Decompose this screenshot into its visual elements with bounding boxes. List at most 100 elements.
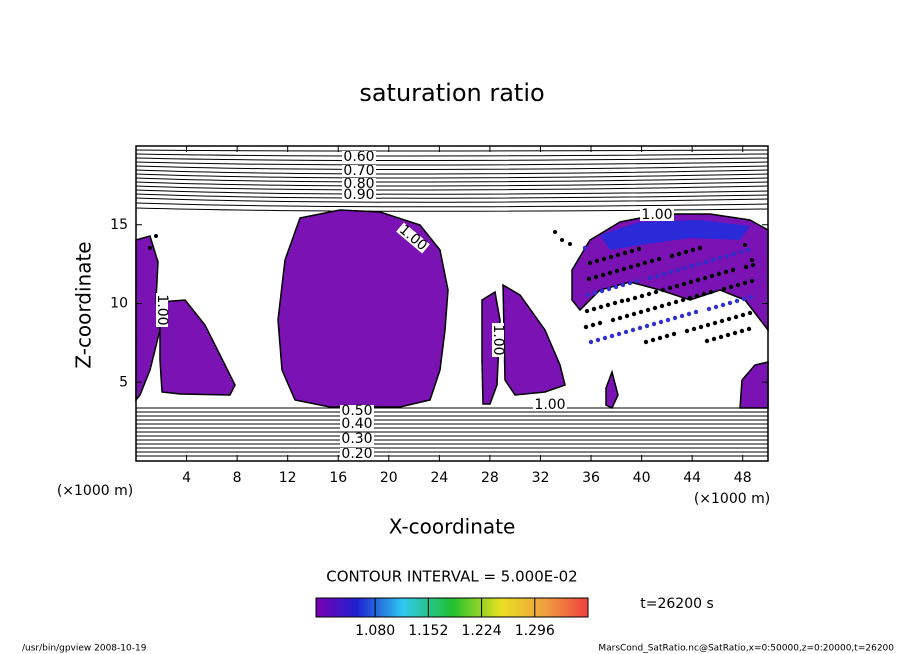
cell-dot: [693, 309, 699, 315]
cell-dot: [745, 247, 751, 253]
cell-dot: [673, 299, 679, 305]
cell-dot: [643, 339, 649, 345]
cell-dot: [710, 257, 716, 263]
cell-dot: [588, 339, 594, 345]
cell-dot: [716, 271, 722, 277]
cell-dot: [750, 262, 756, 268]
contour-label-bg: [340, 418, 374, 430]
cell-dot: [748, 294, 754, 300]
cell-dot: [590, 322, 596, 328]
colorbar-tick-label: 1.296: [515, 623, 555, 639]
cell-dot: [642, 260, 648, 266]
contour-label: 1.00: [534, 397, 565, 413]
cell-dot: [721, 286, 727, 292]
colorbar: [315, 597, 589, 618]
y-tick-label: 15: [110, 217, 128, 233]
cell-dot: [725, 332, 731, 338]
cell-dot: [711, 336, 717, 342]
cell-dot: [612, 300, 618, 306]
cell-dot: [666, 301, 672, 307]
contour-label: 0.30: [341, 431, 372, 447]
cell-dot: [659, 303, 665, 309]
cell-dot: [705, 322, 711, 328]
cell-dot: [592, 290, 598, 296]
contour-label-bg: [492, 323, 504, 357]
cell-dot: [683, 249, 689, 255]
x-tick-label: 44: [683, 470, 701, 486]
cell-dot: [634, 278, 640, 284]
cell-dot: [602, 335, 608, 341]
cell-dot: [608, 254, 614, 260]
cell-dot: [568, 242, 572, 246]
x-unit-right: (×1000 m): [694, 491, 770, 507]
cell-dot: [730, 267, 736, 273]
contour-label-bg: [156, 293, 168, 327]
x-tick-label: 40: [633, 470, 651, 486]
cell-dot: [712, 320, 718, 326]
cell-dot: [553, 230, 557, 234]
cell-dot: [647, 275, 653, 281]
cell-dot: [684, 328, 690, 334]
cell-dot: [698, 324, 704, 330]
cell-dot: [669, 253, 675, 259]
cell-dot: [719, 318, 725, 324]
cell-dot: [593, 274, 599, 280]
cell-dot: [606, 286, 612, 292]
cell-dot: [713, 304, 719, 310]
cell-dot: [657, 335, 663, 341]
cell-dot: [624, 313, 630, 319]
cell-dot: [733, 314, 739, 320]
cell-dot: [697, 245, 703, 251]
footer-right: MarsCond_SatRatio.nc@SatRatio,x=0:50000,…: [598, 644, 894, 654]
contour-interval: CONTOUR INTERVAL = 5.000E-02: [326, 568, 577, 586]
contour-label-bg: [342, 151, 376, 163]
cell-dot: [625, 297, 631, 303]
colorbar-tick-label: 1.152: [408, 623, 448, 639]
colorbar-tick-label: 1.080: [355, 623, 395, 639]
cell-dot: [623, 329, 629, 335]
contour-label: 0.40: [341, 416, 372, 432]
x-tick-label: 4: [182, 470, 191, 486]
cell-dot: [726, 316, 732, 322]
cell-dot: [594, 258, 600, 264]
cell-dot: [645, 307, 651, 313]
cell-dot: [646, 291, 652, 297]
cell-dot: [676, 251, 682, 257]
cell-dot: [650, 337, 656, 343]
y-tick-label: 10: [110, 296, 128, 312]
cell-dot: [660, 287, 666, 293]
cell-dot: [703, 259, 709, 265]
cell-dot: [671, 331, 677, 337]
cell-dot: [598, 304, 604, 310]
cell-dot: [585, 292, 591, 298]
cell-dot: [587, 260, 593, 266]
cell-dot: [679, 313, 685, 319]
cell-dot: [595, 337, 601, 343]
cell-dot: [702, 275, 708, 281]
contour-label-bg: [342, 165, 376, 177]
cell-dot: [668, 269, 674, 275]
cell-dot: [652, 305, 658, 311]
cell-dot: [591, 306, 597, 312]
cell-dot: [704, 338, 710, 344]
cell-dot: [724, 253, 730, 259]
chart-title: saturation ratio: [359, 79, 544, 107]
cell-dot: [617, 315, 623, 321]
cell-dot: [614, 268, 620, 274]
contour-lines-top: [135, 149, 769, 212]
contour-label-bg: [342, 189, 376, 201]
cell-dot: [658, 319, 664, 325]
cell-dot: [609, 333, 615, 339]
cell-dot: [750, 258, 754, 262]
footer-left: /usr/bin/gpview 2008-10-19: [22, 644, 147, 654]
contour-label-bg: [533, 399, 567, 411]
cell-dot: [610, 317, 616, 323]
x-unit-left: (×1000 m): [57, 483, 133, 499]
cell-dot: [680, 297, 686, 303]
cell-dot: [619, 298, 625, 304]
cell-dot: [749, 278, 755, 284]
cell-dot: [728, 284, 734, 290]
cell-dot: [709, 273, 715, 279]
cell-dot: [682, 265, 688, 271]
